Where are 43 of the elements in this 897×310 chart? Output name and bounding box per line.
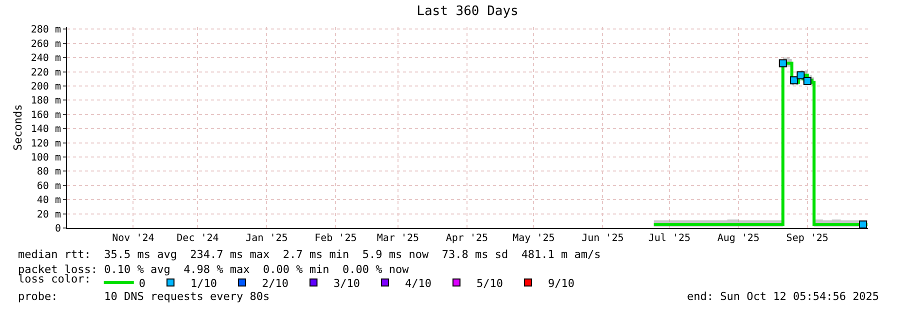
legend-label: 5/10 xyxy=(476,276,503,290)
y-tick-label: 200 m xyxy=(30,81,61,92)
point xyxy=(859,220,867,228)
y-tick-label: 60 m xyxy=(36,180,61,192)
y-tick-label: 120 m xyxy=(30,138,61,150)
x-tick-label: Dec '24 xyxy=(176,233,219,244)
x-tick-label: Jul '25 xyxy=(648,233,691,244)
y-tick-label: 100 m xyxy=(30,152,61,164)
legend-label: 0 xyxy=(138,276,146,290)
x-tick-label: Sep '25 xyxy=(786,233,828,244)
x-tick-label: Aug '25 xyxy=(717,233,760,244)
x-tick-label: Jan '25 xyxy=(246,233,288,244)
y-tick-label: 240 m xyxy=(30,53,61,64)
y-tick-label: 180 m xyxy=(30,96,61,107)
chart-title: Last 360 Days xyxy=(416,4,518,20)
text: probe: 10 DNS requests every 80s xyxy=(18,290,270,303)
point xyxy=(778,59,787,68)
y-tick-label: 260 m xyxy=(30,38,61,50)
legend-label: 9/10 xyxy=(548,276,574,290)
legend-label: 4/10 xyxy=(404,276,432,290)
y-tick-label: 280 m xyxy=(30,24,61,36)
y-tick-label: 220 m xyxy=(30,67,61,78)
y-tick-label: 40 m xyxy=(36,195,61,206)
y-tick-label: 80 m xyxy=(36,166,61,178)
x-tick-label: Mar '25 xyxy=(376,233,420,244)
y-tick-label: 160 m xyxy=(30,110,61,121)
legend-label: 3/10 xyxy=(333,276,360,290)
x-tick-label: Jun '25 xyxy=(582,233,624,244)
y-tick-label: 0 xyxy=(54,224,61,234)
text: median rtt: 35.5 ms avg 234.7 ms max 2.7 ms min 5.9 ms now 73.8 ms sd 481.1 m am/s xyxy=(18,248,601,261)
point xyxy=(790,76,798,84)
text: end: Sun Oct 12 05:54:56 2025 xyxy=(687,290,880,303)
x-tick-label: Feb '25 xyxy=(314,233,357,244)
x-tick-label: Apr '25 xyxy=(446,233,488,244)
y-tick-label: 20 m xyxy=(36,209,61,220)
legend-label: 1/10 xyxy=(190,276,217,290)
legend-label: 2/10 xyxy=(262,276,288,290)
x-tick-label: May '25 xyxy=(512,233,555,244)
x-tick-label: Nov '24 xyxy=(112,233,154,244)
point xyxy=(803,76,812,85)
point xyxy=(796,71,805,80)
y-axis-title: Seconds xyxy=(12,104,25,151)
y-tick-label: 140 m xyxy=(30,124,61,136)
